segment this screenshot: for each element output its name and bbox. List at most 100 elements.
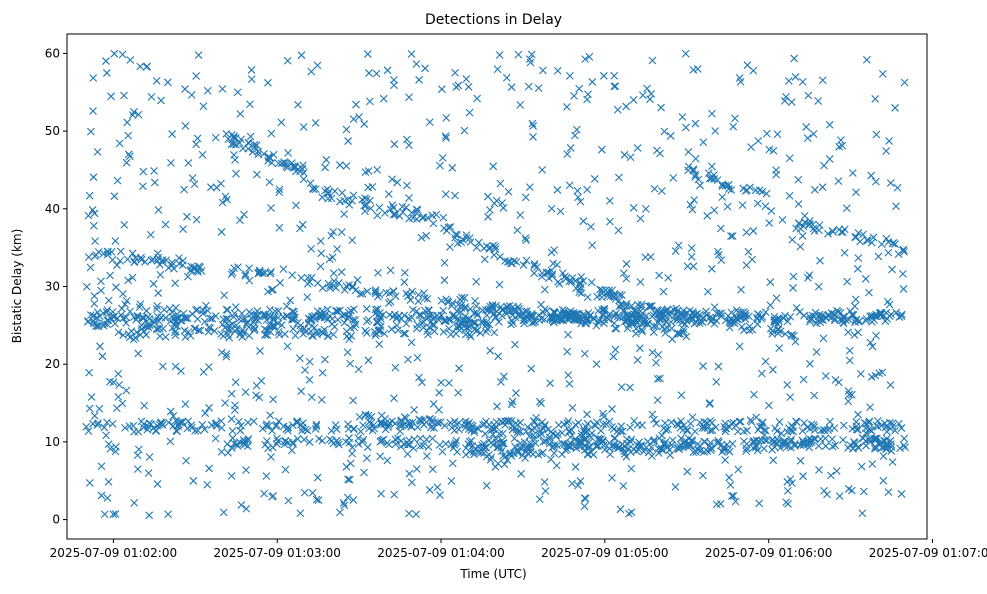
data-point — [660, 127, 669, 136]
data-point — [862, 314, 871, 323]
data-point — [504, 187, 513, 196]
data-point — [498, 418, 507, 427]
data-point — [710, 319, 719, 328]
data-point — [854, 328, 862, 337]
data-point — [181, 85, 189, 93]
data-point — [832, 467, 841, 475]
data-point — [683, 467, 692, 476]
data-point — [184, 328, 193, 336]
data-point — [439, 213, 448, 222]
data-point — [150, 178, 159, 187]
data-point — [533, 421, 541, 430]
data-point — [618, 291, 626, 300]
data-point — [464, 82, 473, 91]
data-point — [838, 228, 847, 237]
data-point — [806, 315, 815, 324]
data-point — [360, 468, 368, 477]
data-point — [485, 436, 494, 445]
data-point — [693, 445, 702, 454]
data-point — [340, 286, 349, 294]
data-point — [173, 427, 181, 436]
data-point — [121, 300, 130, 309]
data-point — [413, 206, 422, 214]
data-point — [588, 78, 597, 86]
data-point — [163, 78, 172, 87]
data-point — [571, 463, 580, 471]
data-point — [534, 311, 543, 320]
data-point — [687, 244, 696, 253]
data-point — [377, 420, 386, 429]
data-point — [412, 60, 421, 68]
data-point — [441, 190, 450, 199]
data-point — [641, 253, 650, 262]
data-point — [317, 249, 326, 258]
data-point — [477, 448, 486, 457]
data-point — [495, 51, 504, 59]
data-point — [174, 422, 183, 431]
data-point — [774, 317, 783, 326]
data-point — [614, 173, 623, 182]
data-point — [227, 443, 236, 452]
data-point — [742, 311, 750, 320]
data-point — [428, 422, 436, 431]
data-point — [144, 469, 153, 478]
data-point — [656, 374, 664, 383]
data-point — [899, 269, 907, 278]
data-point — [228, 426, 237, 435]
data-point — [143, 425, 152, 434]
data-point — [334, 279, 343, 287]
data-point — [453, 239, 462, 248]
data-point — [882, 234, 891, 243]
data-point — [361, 411, 370, 420]
data-point — [119, 289, 127, 298]
data-point — [413, 353, 422, 362]
x-tick-label: 2025-07-09 01:06:00 — [705, 546, 832, 560]
data-point — [200, 425, 209, 434]
data-point — [111, 447, 120, 456]
data-point — [92, 322, 100, 331]
data-point — [354, 440, 363, 448]
data-point — [459, 315, 467, 324]
data-point — [622, 299, 631, 308]
data-point — [840, 248, 849, 257]
data-point — [336, 197, 344, 206]
data-point — [366, 196, 374, 205]
data-point — [566, 442, 575, 451]
data-point — [126, 56, 135, 64]
data-point — [165, 304, 174, 313]
data-point — [435, 313, 443, 322]
data-point — [451, 439, 460, 447]
data-point — [510, 434, 519, 443]
data-point — [878, 368, 887, 377]
data-point — [682, 332, 691, 341]
data-point — [168, 130, 177, 138]
data-point — [839, 436, 847, 444]
data-point — [828, 309, 836, 318]
data-point — [850, 438, 859, 447]
data-point — [550, 307, 559, 316]
data-point — [766, 301, 775, 310]
data-point — [349, 496, 358, 504]
data-point — [228, 434, 237, 442]
x-tick-label: 2025-07-09 01:04:00 — [377, 546, 504, 560]
data-point — [262, 420, 271, 429]
data-point — [871, 371, 880, 380]
data-point — [284, 423, 292, 432]
y-tick-label: 30 — [45, 280, 60, 294]
data-point — [649, 328, 658, 337]
data-point — [274, 307, 283, 315]
data-point — [103, 250, 112, 259]
data-point — [164, 418, 173, 427]
data-point — [425, 486, 434, 494]
data-point — [320, 325, 329, 334]
data-point — [751, 186, 760, 195]
data-point — [451, 68, 459, 77]
data-point — [626, 438, 635, 446]
data-point — [530, 269, 539, 278]
data-point — [118, 50, 127, 59]
data-point — [702, 311, 711, 320]
data-point — [731, 114, 739, 123]
data-point — [154, 316, 163, 325]
data-point — [330, 187, 339, 196]
data-point — [128, 273, 137, 282]
